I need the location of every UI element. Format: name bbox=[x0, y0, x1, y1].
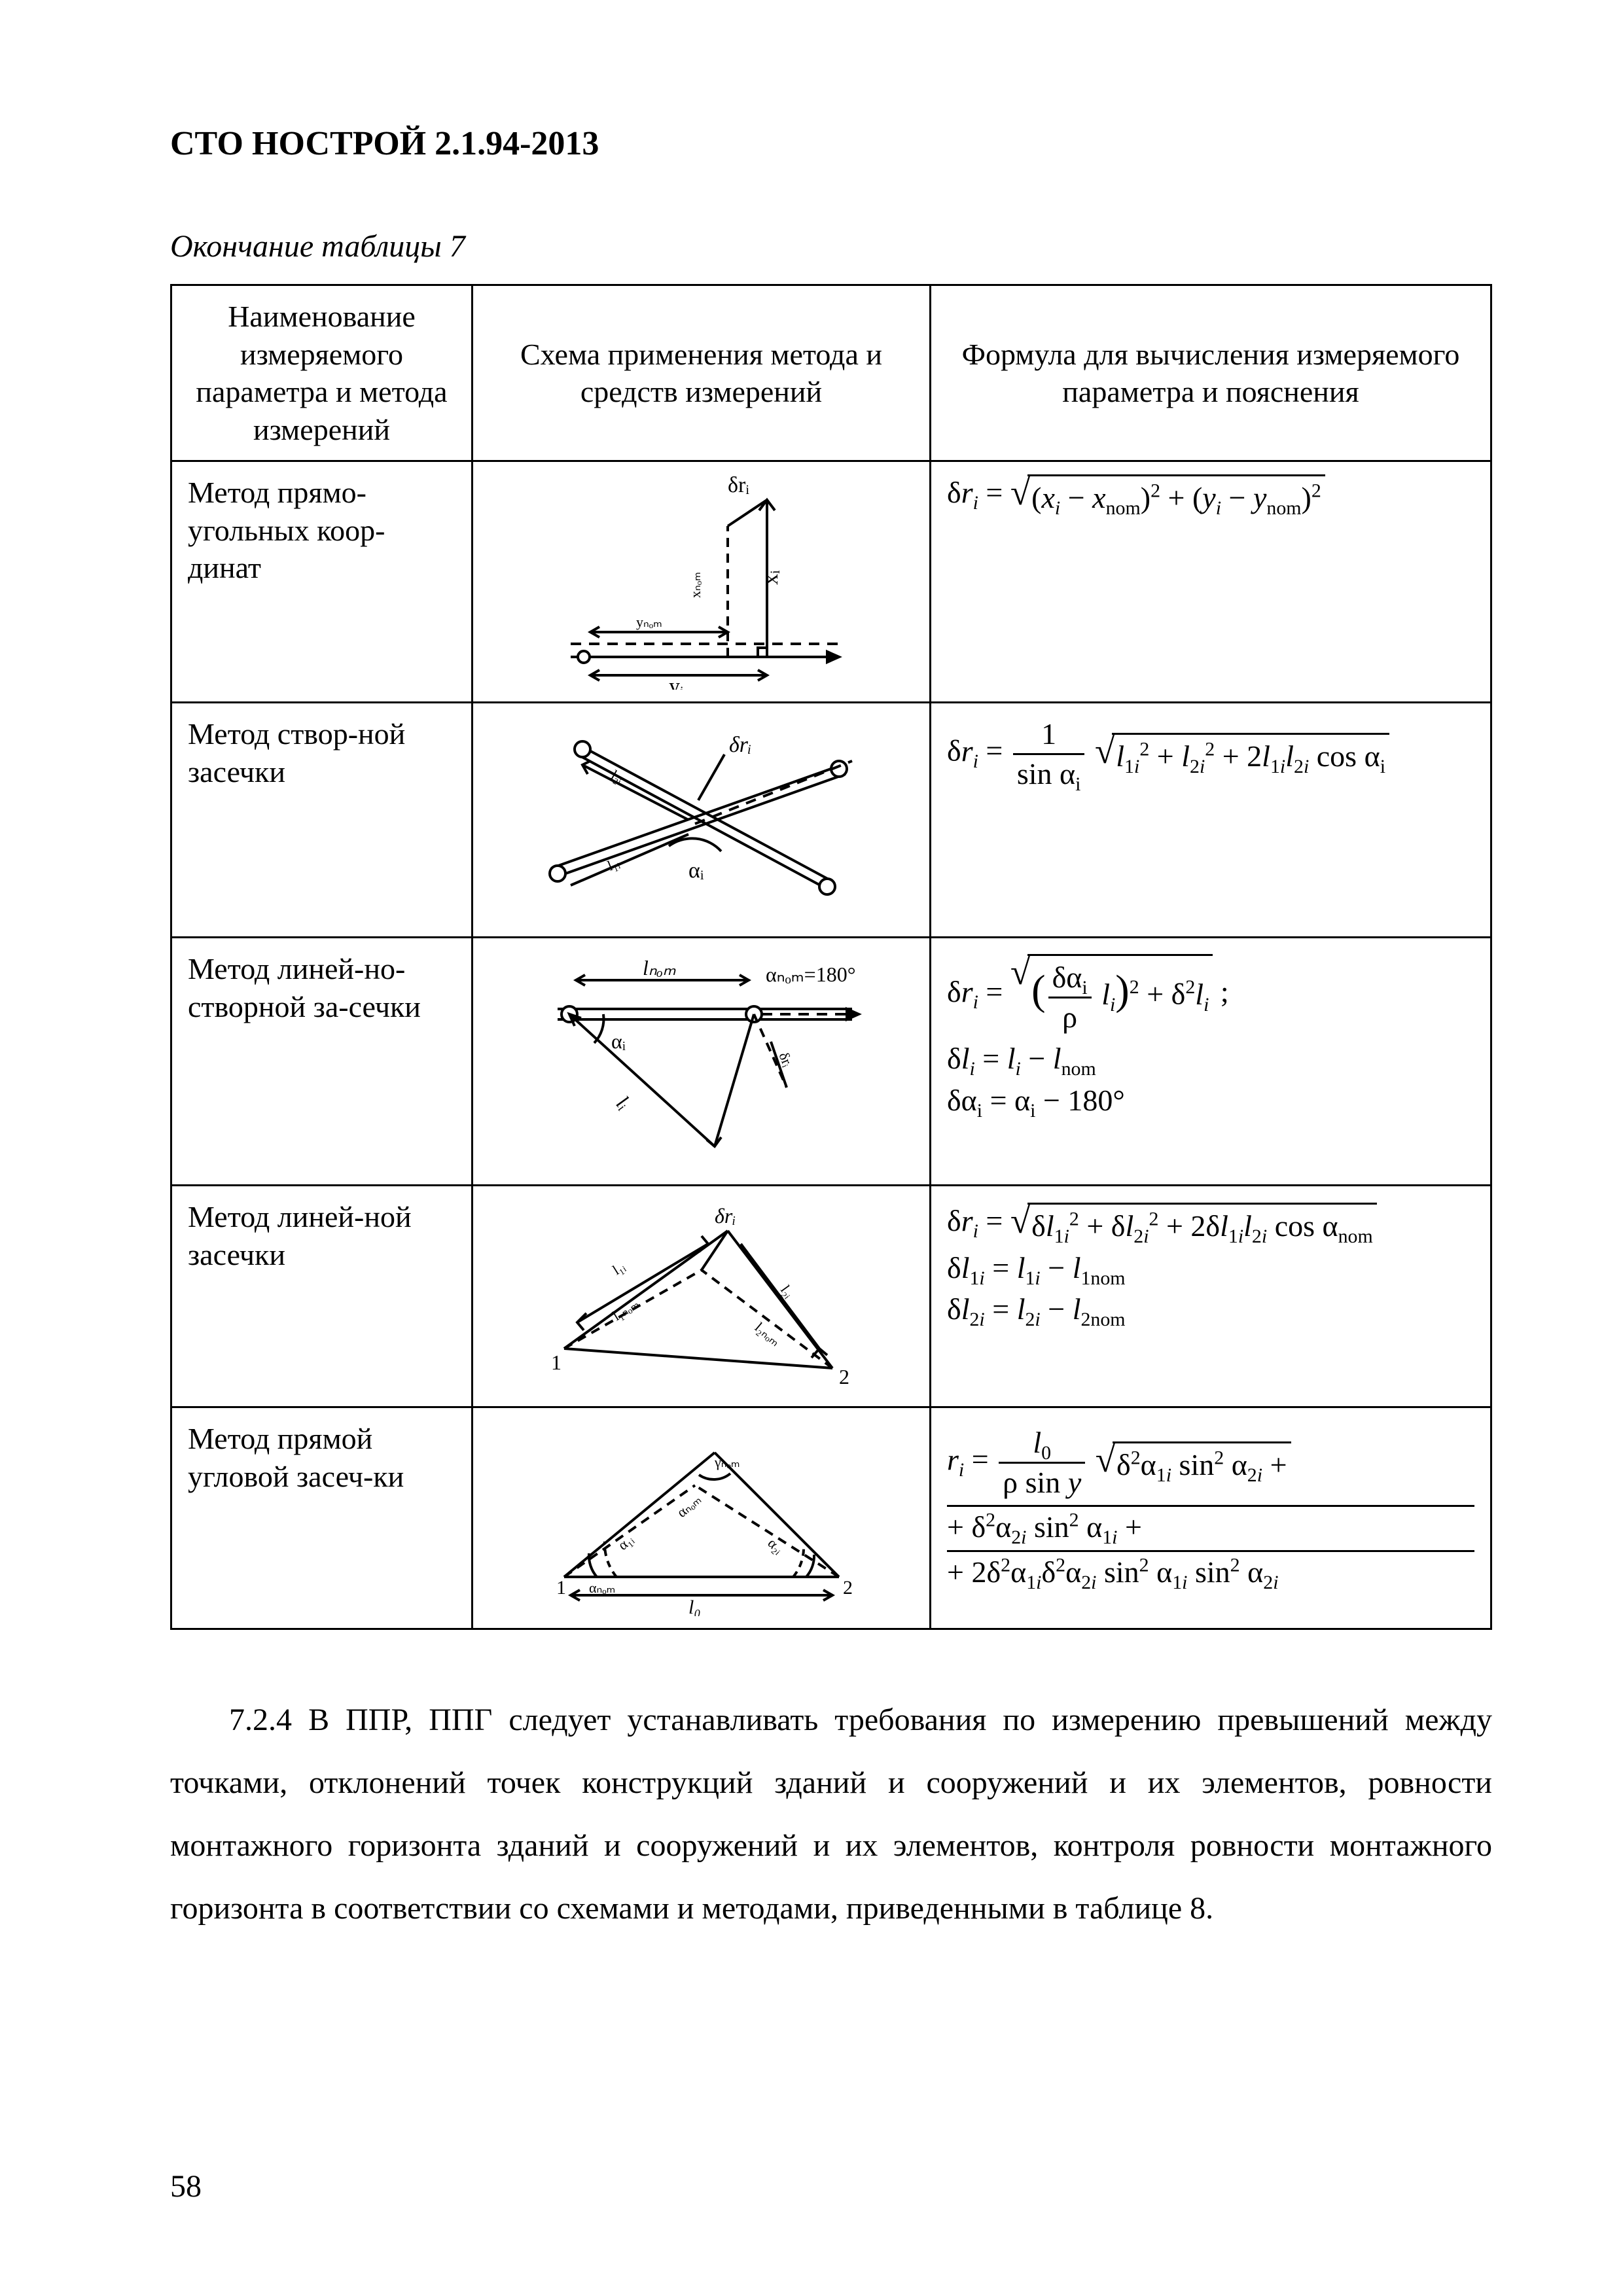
formula-text: δri = √(δαiρ li)2 + δ2li ;δli = li − lno… bbox=[947, 954, 1474, 1119]
label-a1i: α₁ᵢ bbox=[615, 1531, 637, 1553]
label-xi: xᵢ bbox=[758, 570, 783, 585]
col-header-name: Наименование измеряемого параметра и мет… bbox=[171, 285, 473, 461]
label-l1i: l₁ᵢ bbox=[609, 1258, 628, 1279]
label-li: lᵢ bbox=[612, 1091, 635, 1114]
table-row: Метод линей-ной засечки bbox=[171, 1186, 1491, 1407]
label-dri: δrᵢ bbox=[715, 1204, 736, 1227]
label-l0: l₀ bbox=[688, 1597, 701, 1616]
method-scheme: δrᵢ αᵢ l₂ᵢ l₁ᵢ bbox=[473, 703, 931, 938]
method-name: Метод прямо-угольных коор-динат bbox=[171, 461, 473, 703]
label-a2i: α₂ᵢ bbox=[764, 1535, 787, 1557]
label-p1: 1 bbox=[551, 1351, 562, 1374]
label-ynom: yₙₒₘ bbox=[636, 614, 662, 630]
diagram-angle-zasech: 1 2 l₀ αₙₒₘ α₁ᵢ α₂ᵢ γₙₒₘ αₙₒₘ bbox=[518, 1420, 885, 1616]
col-header-formula: Формула для вычисления измеряемого парам… bbox=[931, 285, 1491, 461]
label-ai: αᵢ bbox=[688, 858, 704, 883]
table-row: Метод створ-ной засечки bbox=[171, 703, 1491, 938]
method-formula: ri = l0ρ sin y √δ2α1i sin2 α2i ++ δ2α2i … bbox=[931, 1407, 1491, 1629]
label-anom: αₙₒₘ bbox=[589, 1580, 615, 1596]
label-dri: δrᵢ bbox=[729, 733, 751, 757]
method-formula: δri = √(xi − xnom)2 + (yi − ynom)2 bbox=[931, 461, 1491, 703]
diagram-stvor: δrᵢ αᵢ l₂ᵢ l₁ᵢ bbox=[525, 715, 878, 925]
body-paragraph: 7.2.4 В ППР, ППГ следует устанавливать т… bbox=[170, 1689, 1492, 1940]
formula-text: δri = √(xi − xnom)2 + (yi − ynom)2 bbox=[947, 474, 1474, 517]
page-number: 58 bbox=[170, 2168, 202, 2204]
method-scheme: 1 2 l₀ αₙₒₘ α₁ᵢ α₂ᵢ γₙₒₘ αₙₒₘ bbox=[473, 1407, 931, 1629]
method-formula: δri = 1sin αi √l1i2 + l2i2 + 2l1il2i cos… bbox=[931, 703, 1491, 938]
table-header-row: Наименование измеряемого параметра и мет… bbox=[171, 285, 1491, 461]
method-scheme: δrᵢ xᵢ xₙₒₘ yₙₒₘ yᵢ bbox=[473, 461, 931, 703]
table-row: Метод прямой угловой засеч-ки bbox=[171, 1407, 1491, 1629]
method-scheme: δrᵢ 1 2 l₁ᵢ l₁ₙₒₘ l₂ᵢ l₂ₙₒₘ bbox=[473, 1186, 931, 1407]
formula-text: δri = √δl1i2 + δl2i2 + 2δl1il2i cos αnom… bbox=[947, 1202, 1474, 1328]
diagram-lin-zasech: δrᵢ 1 2 l₁ᵢ l₁ₙₒₘ l₂ᵢ l₂ₙₒₘ bbox=[518, 1198, 885, 1394]
label-ai: αᵢ bbox=[611, 1029, 626, 1053]
table-row: Метод линей-но-створной за-сечки bbox=[171, 938, 1491, 1186]
label-dri: δrᵢ bbox=[728, 474, 749, 497]
formula-text: ri = l0ρ sin y √δ2α1i sin2 α2i ++ δ2α2i … bbox=[947, 1424, 1474, 1591]
method-scheme: lₙₒₘ αₙₒₘ=180° αᵢ lᵢ δrᵢ bbox=[473, 938, 931, 1186]
label-p1: 1 bbox=[556, 1577, 566, 1598]
label-l1i: l₁ᵢ bbox=[605, 855, 622, 874]
method-formula: δri = √(δαiρ li)2 + δ2li ;δli = li − lno… bbox=[931, 938, 1491, 1186]
label-p2: 2 bbox=[839, 1365, 849, 1388]
formula-text: δri = 1sin αi √l1i2 + l2i2 + 2l1il2i cos… bbox=[947, 715, 1474, 792]
method-name: Метод линей-но-створной за-сечки bbox=[171, 938, 473, 1186]
method-name: Метод створ-ной засечки bbox=[171, 703, 473, 938]
label-anom2: αₙₒₘ bbox=[673, 1491, 704, 1521]
label-anom180: αₙₒₘ=180° bbox=[766, 963, 856, 986]
label-p2: 2 bbox=[843, 1577, 853, 1598]
table-caption: Окончание таблицы 7 bbox=[170, 228, 1492, 264]
doc-header: СТО НОСТРОЙ 2.1.94-2013 bbox=[170, 124, 1492, 163]
method-formula: δri = √δl1i2 + δl2i2 + 2δl1il2i cos αnom… bbox=[931, 1186, 1491, 1407]
diagram-rect-coords: δrᵢ xᵢ xₙₒₘ yₙₒₘ yᵢ bbox=[531, 474, 872, 690]
methods-table: Наименование измеряемого параметра и мет… bbox=[170, 284, 1492, 1630]
label-xnom: xₙₒₘ bbox=[687, 572, 704, 598]
diagram-lin-stvor: lₙₒₘ αₙₒₘ=180° αᵢ lᵢ δrᵢ bbox=[518, 950, 885, 1173]
method-name: Метод прямой угловой засеч-ки bbox=[171, 1407, 473, 1629]
col-header-scheme: Схема применения метода и средств измере… bbox=[473, 285, 931, 461]
label-gnom: γₙₒₘ bbox=[714, 1454, 740, 1470]
method-name: Метод линей-ной засечки bbox=[171, 1186, 473, 1407]
label-lnom: lₙₒₘ bbox=[643, 956, 676, 980]
label-l2nom: l₂ₙₒₘ bbox=[751, 1319, 783, 1350]
label-yi: yᵢ bbox=[669, 675, 684, 690]
table-row: Метод прямо-угольных коор-динат bbox=[171, 461, 1491, 703]
